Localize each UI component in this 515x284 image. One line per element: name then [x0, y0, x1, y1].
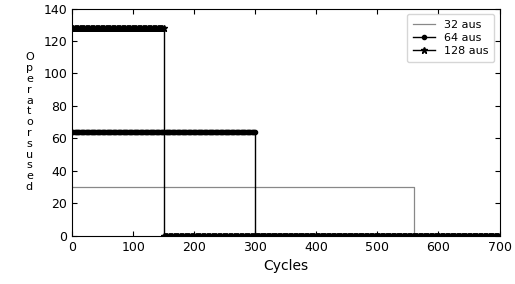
X-axis label: Cycles: Cycles	[263, 259, 308, 273]
128 aus	[322, 234, 329, 237]
Line: 64 aus: 64 aus	[70, 130, 502, 238]
128 aus	[479, 234, 486, 237]
32 aus	[69, 185, 75, 189]
32 aus	[411, 234, 417, 237]
128 aus	[298, 234, 304, 237]
Text: O
p
e
r
a
t
o
r
s
u
s
e
d: O p e r a t o r s u s e d	[25, 52, 33, 192]
128 aus	[184, 234, 190, 237]
128 aus	[491, 234, 497, 237]
64 aus	[69, 130, 75, 133]
64 aus	[183, 130, 190, 133]
Legend: 32 aus, 64 aus, 128 aus: 32 aus, 64 aus, 128 aus	[407, 14, 494, 62]
32 aus	[496, 234, 503, 237]
64 aus	[491, 234, 497, 237]
64 aus	[267, 234, 273, 237]
Line: 128 aus: 128 aus	[69, 25, 503, 239]
128 aus	[496, 234, 503, 237]
128 aus	[161, 234, 167, 237]
Line: 32 aus: 32 aus	[72, 187, 500, 236]
128 aus	[267, 234, 273, 237]
32 aus	[411, 185, 417, 189]
64 aus	[479, 234, 486, 237]
64 aus	[322, 234, 329, 237]
64 aus	[298, 234, 304, 237]
128 aus	[69, 26, 75, 30]
64 aus	[496, 234, 503, 237]
64 aus	[252, 234, 259, 237]
